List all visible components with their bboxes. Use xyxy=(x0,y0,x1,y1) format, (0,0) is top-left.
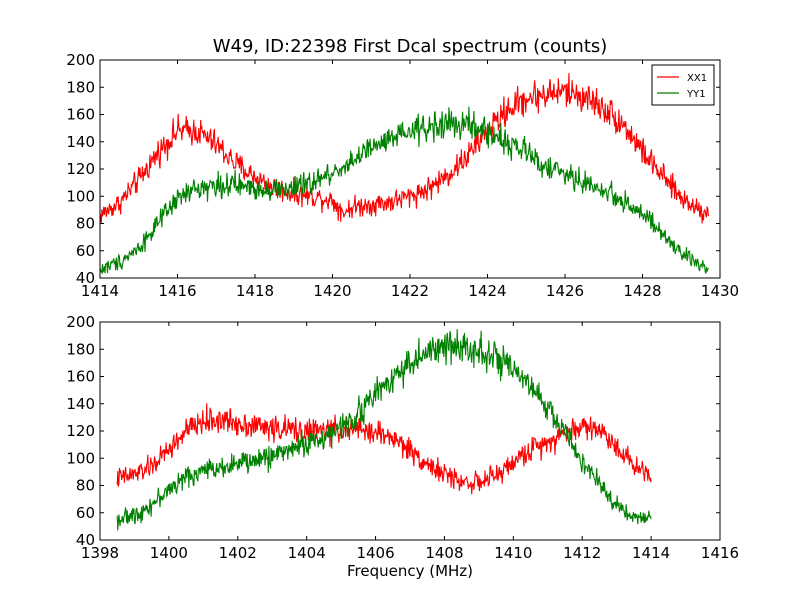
y-tick-label: 40 xyxy=(76,531,95,549)
series-line-xx1 xyxy=(100,73,709,224)
y-tick-label: 160 xyxy=(66,106,95,124)
y-tick-label: 120 xyxy=(66,160,95,178)
y-tick-label: 60 xyxy=(76,242,95,260)
y-tick-label: 160 xyxy=(66,368,95,386)
x-tick-label: 1398 xyxy=(81,544,119,562)
x-tick-label: 1418 xyxy=(236,282,274,300)
y-tick-label: 80 xyxy=(76,215,95,233)
legend-label-xx1: XX1 xyxy=(687,73,707,84)
x-tick-label: 1416 xyxy=(701,544,739,562)
x-tick-label: 1404 xyxy=(288,544,326,562)
x-tick-label: 1400 xyxy=(150,544,188,562)
y-tick-label: 180 xyxy=(66,340,95,358)
y-tick-label: 80 xyxy=(76,477,95,495)
x-tick-label: 1414 xyxy=(632,544,670,562)
series-line-green xyxy=(116,329,652,531)
x-tick-label: 1430 xyxy=(701,282,739,300)
x-axis-label: Frequency (MHz) xyxy=(347,562,473,580)
y-tick-label: 100 xyxy=(66,187,95,205)
x-tick-label: 1402 xyxy=(219,544,257,562)
top-spectrum-plot: 1414 1416 1418 1420 1422 1424 1426 1428 1430 40 60… xyxy=(66,51,739,300)
x-tick-label: 1410 xyxy=(494,544,532,562)
legend-label-yy1: YY1 xyxy=(686,89,706,100)
y-tick-label: 140 xyxy=(66,395,95,413)
series-line-red xyxy=(116,403,652,495)
bottom-spectrum-plot: 1398 1400 1402 1404 1406 1408 1410 1412 1414 1416… xyxy=(66,313,739,562)
y-tick-label: 40 xyxy=(76,269,95,287)
chart-title: W49, ID:22398 First Dcal spectrum (count… xyxy=(213,36,608,57)
x-tick-label: 1420 xyxy=(313,282,351,300)
x-tick-label: 1408 xyxy=(425,544,463,562)
x-tick-label: 1426 xyxy=(546,282,584,300)
y-tick-label: 140 xyxy=(66,133,95,151)
x-tick-label: 1416 xyxy=(158,282,196,300)
y-tick-label: 120 xyxy=(66,422,95,440)
x-tick-label: 1414 xyxy=(81,282,119,300)
y-tick-label: 60 xyxy=(76,504,95,522)
x-tick-label: 1406 xyxy=(356,544,394,562)
x-tick-label: 1428 xyxy=(623,282,661,300)
x-tick-label: 1422 xyxy=(391,282,429,300)
y-tick-label: 200 xyxy=(66,313,95,331)
x-tick-label: 1412 xyxy=(563,544,601,562)
y-tick-label: 180 xyxy=(66,78,95,96)
y-tick-label: 200 xyxy=(66,51,95,69)
series-line-yy1 xyxy=(100,106,709,275)
x-tick-label: 1424 xyxy=(468,282,506,300)
y-tick-label: 100 xyxy=(66,449,95,467)
plot-frame xyxy=(99,59,721,279)
plot-frame xyxy=(99,321,721,541)
